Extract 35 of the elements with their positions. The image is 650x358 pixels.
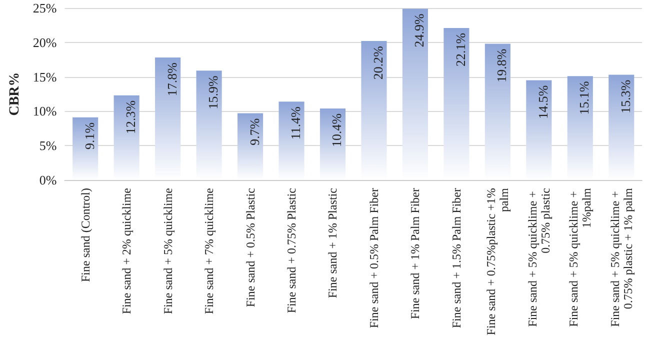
y-axis-title: CBR% bbox=[8, 72, 22, 116]
x-tick-label: Fine sand + 0.75% Plastic bbox=[284, 188, 299, 314]
y-tick-label: 0% bbox=[39, 172, 57, 188]
x-tick-label: Fine sand + 1% Palm Fiber bbox=[408, 188, 422, 320]
data-label: 11.4% bbox=[288, 106, 304, 140]
x-tick-label: Fine sand + 1% Plastic bbox=[326, 188, 340, 298]
y-tick-label: 10% bbox=[32, 104, 57, 119]
x-tick-label: Fine sand + 5% quicklime + 0.75% plastic bbox=[525, 188, 552, 327]
data-label: 17.8% bbox=[164, 62, 180, 96]
x-tick-label: Fine sand + 5% quicklime + 1%palm bbox=[566, 187, 594, 327]
x-tick-label: Fine sand + 7% quicklime bbox=[202, 188, 216, 314]
y-tick-label: 5% bbox=[39, 138, 57, 154]
data-label: 14.5% bbox=[535, 85, 550, 119]
x-tick-label: Fine sand + 0.75%plastic +1% palm bbox=[484, 187, 512, 336]
x-tick-label: Fine sand + 5% quicklime + 0.75% plastic + 1% palm bbox=[608, 187, 635, 327]
data-label: 19.8% bbox=[494, 48, 510, 82]
data-label: 22.1% bbox=[452, 32, 468, 67]
data-label: 9.1% bbox=[82, 122, 97, 150]
data-label: 9.7% bbox=[246, 118, 262, 146]
y-tick-label: 25% bbox=[32, 0, 57, 16]
y-tick-label: 15% bbox=[32, 69, 57, 84]
data-label: 10.4% bbox=[329, 113, 344, 148]
x-tick-label: Fine sand + 0.5% Plastic bbox=[243, 188, 258, 308]
x-tick-label: Fine sand (Control) bbox=[78, 188, 92, 282]
y-tick-label: 20% bbox=[32, 34, 57, 50]
x-tick-label: Fine sand + 0.5% Palm Fiber bbox=[366, 188, 381, 328]
data-label: 12.3% bbox=[123, 100, 138, 134]
x-tick-label: Fine sand + 2% quicklime bbox=[120, 188, 134, 314]
data-label: 15.1% bbox=[576, 80, 592, 115]
x-tick-label: Fine sand + 5% quicklime bbox=[160, 188, 175, 314]
data-label: 15.3% bbox=[618, 80, 633, 114]
data-label: 24.9% bbox=[412, 14, 427, 48]
data-label: 15.9% bbox=[206, 75, 221, 110]
data-label: 20.2% bbox=[370, 46, 386, 80]
x-tick-label: Fine sand + 1.5% Palm Fiber bbox=[449, 188, 464, 328]
